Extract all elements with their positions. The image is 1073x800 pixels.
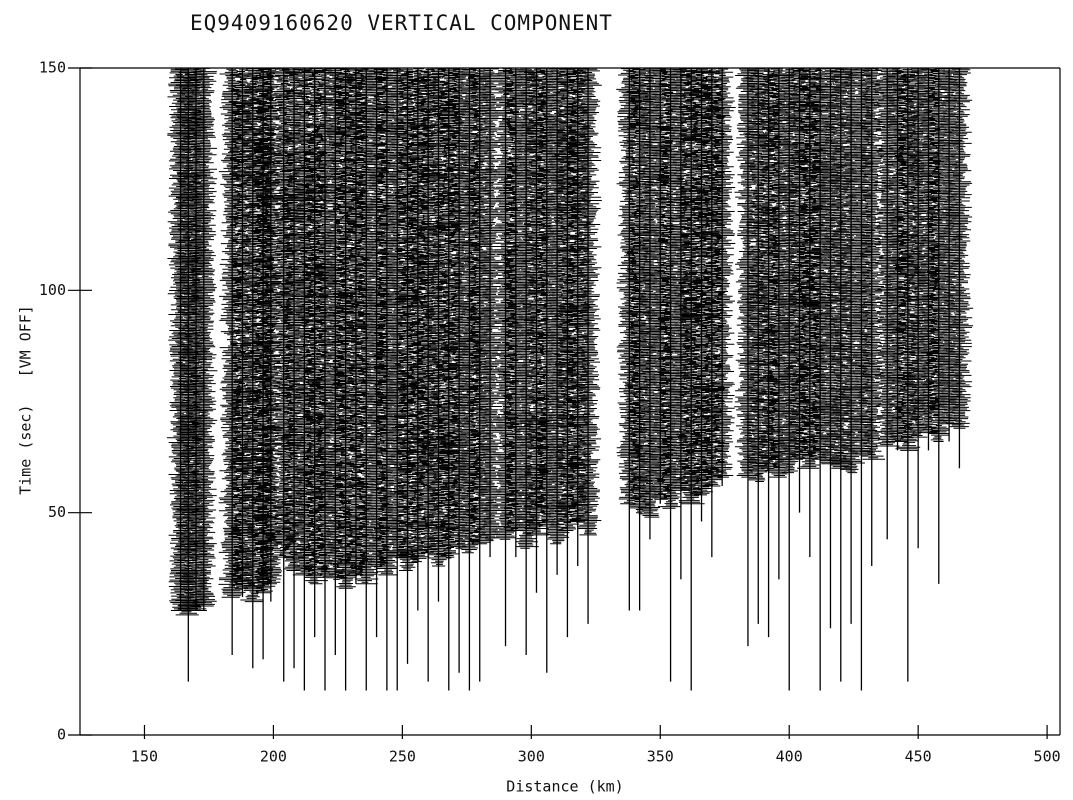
wiggle-coda (786, 68, 814, 460)
x-tick-label: 350 (647, 748, 674, 766)
wiggle-coda (755, 67, 782, 469)
traces (166, 67, 974, 691)
wiggle-coda (190, 67, 218, 607)
wiggle-coda (838, 68, 865, 474)
wiggle-coda (342, 68, 370, 576)
wiggle-coda (688, 68, 716, 496)
x-axis-label: Distance (km) (506, 778, 623, 796)
wiggle-coda (301, 68, 329, 585)
x-tick-label: 400 (776, 748, 803, 766)
wiggle-coda (847, 68, 876, 456)
wiggle-coda (424, 67, 453, 567)
wiggle-coda (698, 67, 726, 487)
wiggle-coda (564, 68, 592, 523)
wiggle-coda (646, 68, 674, 500)
wiggle-coda (239, 68, 267, 603)
wiggle-coda (218, 68, 246, 598)
wiggle-coda (476, 68, 504, 540)
wiggle-coda (914, 68, 942, 434)
wiggle-coda (270, 68, 297, 558)
wiggle-coda (858, 68, 886, 460)
wiggle-coda (373, 68, 401, 576)
y-tick-label: 100 (39, 281, 66, 299)
x-tick-label: 250 (389, 748, 416, 766)
wiggle-coda (362, 67, 391, 567)
x-tick-label: 500 (1034, 748, 1061, 766)
wiggle-coda (827, 67, 855, 469)
wiggle-coda (435, 68, 463, 558)
wiggle-coda (708, 68, 736, 478)
wiggle-coda (455, 69, 483, 554)
wiggle-coda (884, 68, 912, 442)
y-tick-label: 50 (48, 503, 66, 521)
wiggle-coda (616, 68, 643, 505)
wiggle-coda (945, 67, 974, 429)
wiggle-coda (321, 68, 349, 580)
wiggle-coda (331, 67, 360, 589)
wiggle-coda (554, 67, 582, 531)
x-tick-label: 300 (518, 748, 545, 766)
wiggle-coda (394, 67, 422, 571)
x-tick-label: 450 (905, 748, 932, 766)
wiggle-coda (491, 68, 519, 540)
y-tick-label: 0 (57, 726, 66, 744)
wiggle-coda (796, 67, 824, 469)
x-tick-label: 200 (260, 748, 287, 766)
wiggle-coda (291, 68, 319, 576)
wiggle-coda (383, 68, 411, 558)
wiggle-coda (667, 67, 694, 491)
wiggle-coda (677, 68, 705, 505)
x-tick-label: 150 (131, 748, 158, 766)
chart-title: EQ9409160620 VERTICAL COMPONENT (190, 11, 613, 35)
y-tick-label: 150 (39, 59, 66, 77)
wiggle-coda (625, 69, 654, 514)
axes: 0 50 100 150 150 200 250 300 350 400 450 500 (39, 59, 1061, 766)
wiggle-coda (522, 68, 551, 536)
wiggle-coda (574, 68, 602, 536)
wiggle-coda (404, 68, 432, 563)
y-axis-label: Time (sec) [VM OFF] (17, 305, 35, 495)
wiggle-coda (249, 69, 277, 594)
